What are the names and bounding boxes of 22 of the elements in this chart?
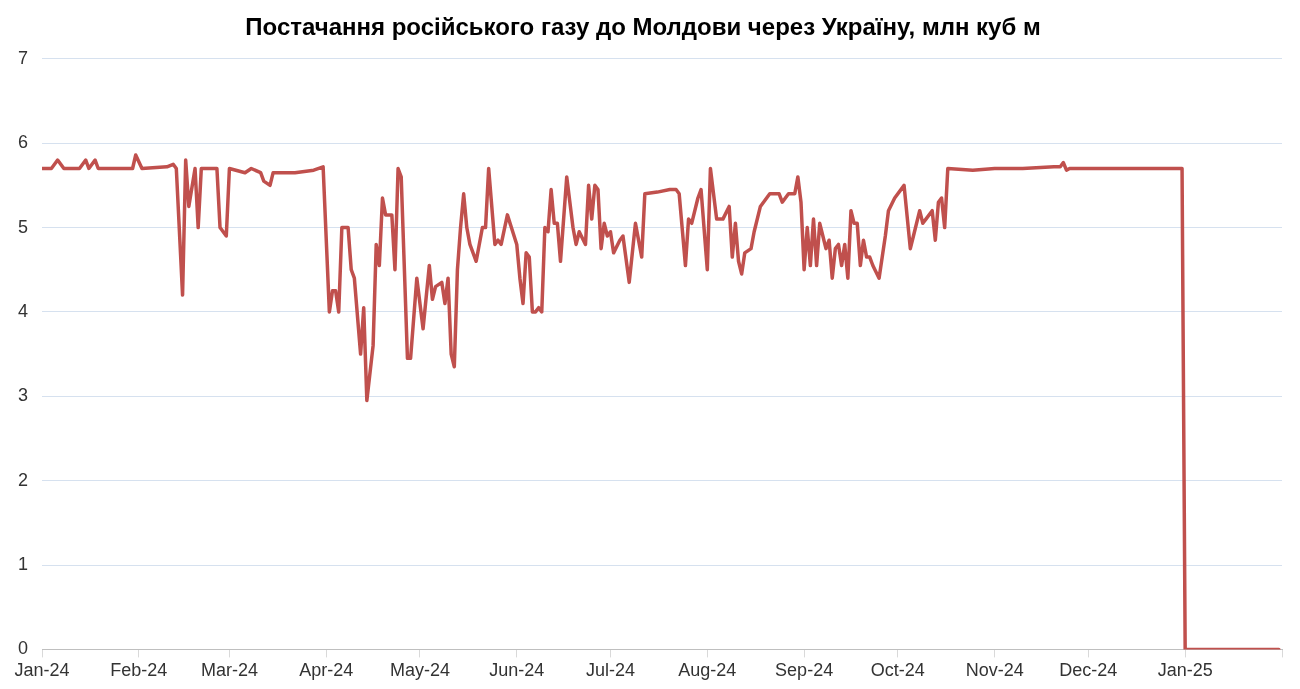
x-tick-label: Jul-24 [585,660,635,681]
chart-title: Постачання російського газу до Молдови через Україну, млн куб м [245,13,1041,41]
x-tick-label: Mar-24 [200,660,258,681]
y-tick-label: 3 [18,385,29,406]
x-tick-label: Sep-24 [775,660,834,681]
x-tick-label: Jun-24 [489,660,545,681]
y-tick-label: 5 [18,216,29,237]
y-tick-label: 6 [18,132,29,153]
y-tick-label: 2 [18,469,29,490]
x-tick-label: Jan-24 [14,660,70,681]
y-tick-label: 7 [18,47,29,68]
x-tick-label: May-24 [389,660,450,681]
x-tick-label: Aug-24 [678,660,737,681]
x-tick-label: Feb-24 [110,660,168,681]
x-tick-label: Nov-24 [965,660,1024,681]
y-tick-label: 1 [18,554,29,574]
x-tick-label: Oct-24 [870,660,925,681]
y-tick-label: 0 [18,638,29,659]
x-tick-label: Apr-24 [299,660,354,681]
y-tick-label: 4 [18,300,29,321]
x-tick-label: Dec-24 [1059,660,1118,681]
x-tick-label: Jan-25 [1157,660,1213,681]
